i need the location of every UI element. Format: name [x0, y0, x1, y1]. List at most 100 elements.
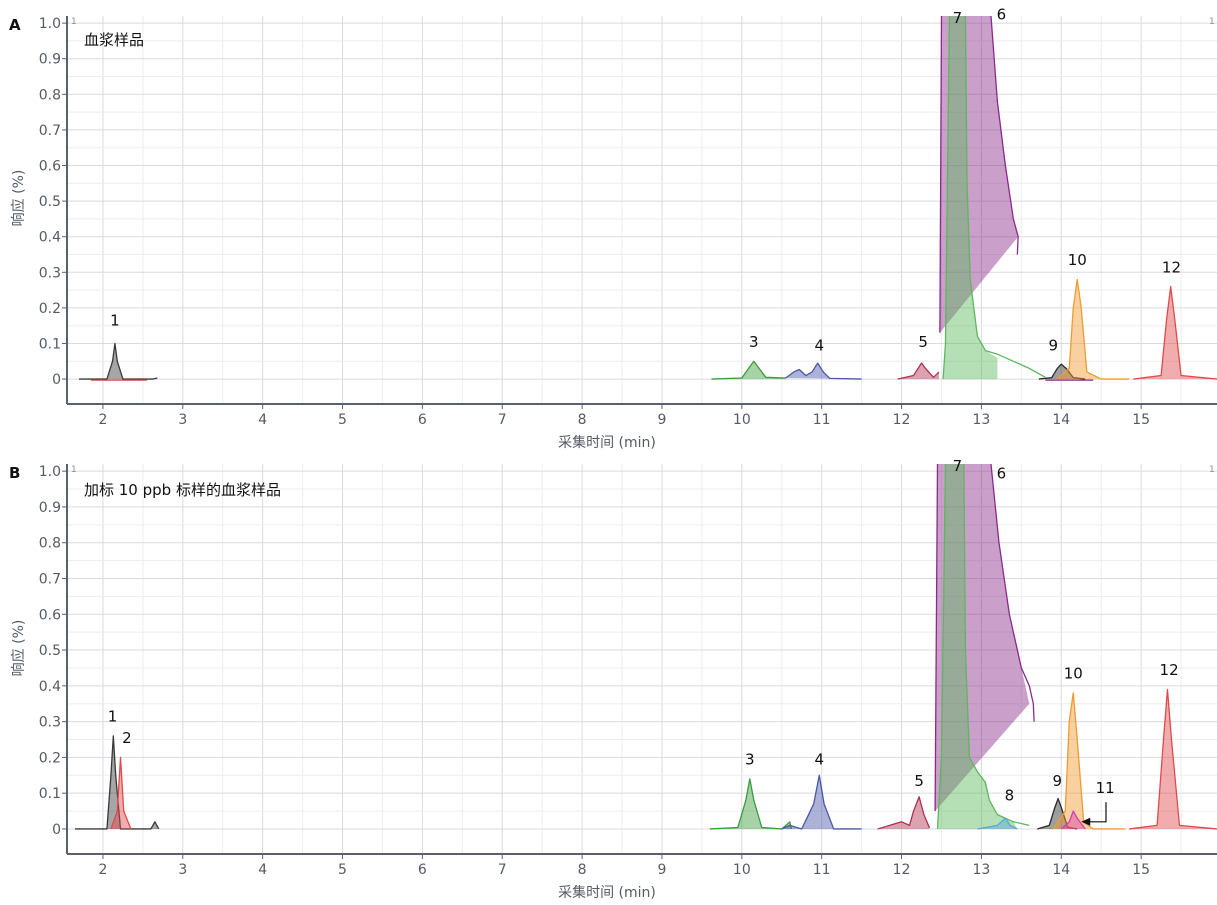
peak-label: 10 — [1068, 251, 1087, 269]
y-tick-label: 0.7 — [39, 123, 61, 139]
peak-fill-7 — [977, 818, 1018, 829]
x-tick-label: 4 — [258, 412, 267, 428]
panel-letter: B — [9, 464, 20, 482]
x-tick-label: 7 — [498, 862, 507, 878]
x-tick-label: 11 — [813, 862, 831, 878]
y-tick-label: 0 — [52, 372, 61, 388]
series-line-3-0 — [785, 362, 862, 380]
x-tick-label: 13 — [972, 412, 990, 428]
peak-label: 11 — [1096, 779, 1115, 797]
peak-fill-0 — [78, 343, 158, 380]
peak-fill-6 — [943, 16, 998, 380]
x-tick-label: 9 — [658, 862, 667, 878]
y-axis-title: 响应 (%) — [10, 170, 27, 227]
peak-fill-5 — [939, 16, 1019, 333]
peak-fill-10 — [1133, 286, 1217, 380]
peak-label: 6 — [997, 6, 1007, 24]
peak-label: 9 — [1053, 772, 1063, 790]
series-line-10-0 — [1060, 810, 1086, 830]
x-tick-label: 3 — [178, 862, 187, 878]
peak-label: 12 — [1162, 258, 1181, 276]
series-line-6-1 — [963, 463, 1030, 827]
peak-label: 3 — [745, 751, 755, 769]
x-tick-label: 11 — [813, 412, 831, 428]
series-line-4-0 — [877, 796, 931, 830]
peak-fill-2 — [711, 361, 786, 380]
y-tick-label: 0.2 — [39, 750, 61, 766]
peak-label: 2 — [122, 729, 132, 747]
peak-label: 9 — [1049, 337, 1059, 355]
x-tick-label: 15 — [1132, 412, 1150, 428]
panel-letter: A — [9, 16, 21, 34]
series-line-7-0 — [977, 817, 1018, 830]
y-tick-label: 1.0 — [39, 16, 61, 32]
series-line-8-0 — [1037, 797, 1078, 830]
peak-label: 3 — [749, 333, 759, 351]
x-tick-label: 2 — [98, 862, 107, 878]
y-tick-label: 0.2 — [39, 301, 61, 317]
x-tick-label: 8 — [578, 412, 587, 428]
peak-fill-4 — [897, 363, 940, 380]
y-tick-label: 0.6 — [39, 607, 61, 623]
peak-fill-10 — [1061, 811, 1086, 829]
y-tick-label: 0 — [52, 822, 61, 838]
y-tick-label: 0.9 — [39, 52, 61, 68]
peak-fill-6 — [937, 464, 1018, 829]
series-line-1-0 — [110, 756, 132, 830]
peak-label: 12 — [1160, 661, 1179, 679]
y-tick-label: 0.3 — [39, 715, 61, 731]
x-tick-label: 2 — [98, 412, 107, 428]
peak-label: 6 — [997, 464, 1007, 482]
y-tick-label: 0.4 — [39, 679, 61, 695]
series-line-5-0 — [934, 463, 939, 812]
peak-fill-5 — [935, 464, 1030, 812]
peak-label: 7 — [953, 457, 963, 475]
x-tick-label: 7 — [498, 412, 507, 428]
x-tick-label: 14 — [1052, 412, 1070, 428]
series-line-8-0 — [1056, 278, 1130, 380]
series-line-10-0 — [1133, 285, 1217, 380]
panel-title: 血浆样品 — [84, 31, 144, 49]
peak-label: 4 — [815, 337, 825, 355]
peak-fill-4 — [877, 796, 930, 829]
peak-label: 5 — [918, 333, 928, 351]
peak-label: 1 — [108, 708, 118, 726]
series-line-6-0 — [936, 463, 947, 829]
peak-fill-9 — [1053, 692, 1126, 829]
y-tick-label: 0.4 — [39, 230, 61, 246]
series-line-4-0 — [897, 362, 940, 380]
x-tick-label: 4 — [258, 862, 267, 878]
trace-group — [74, 463, 1217, 830]
peak-label: 10 — [1064, 665, 1083, 683]
series-line-11-0 — [1129, 688, 1217, 830]
x-tick-label: 15 — [1132, 862, 1150, 878]
chromatogram-panel-b: 0 0.1 0.2 0.3 0.4 0.5 0.6 0.7 0.8 0.9 1.0 2 3 4 5 6 7 8 9 1… — [9, 457, 1217, 901]
series-line-6-1 — [964, 15, 1046, 378]
corner-mark-left: 1 — [71, 465, 77, 475]
peak-fill-8 — [1057, 279, 1130, 380]
series-line-9-0 — [1052, 692, 1126, 830]
x-tick-label: 6 — [418, 862, 427, 878]
x-tick-label: 13 — [972, 862, 990, 878]
series-line-2-0 — [709, 778, 792, 830]
peak-fill-1 — [110, 757, 131, 829]
peak-11-arrow-line — [1089, 802, 1107, 823]
peak-label: 4 — [815, 751, 825, 769]
peak-fill-8 — [1037, 798, 1078, 829]
y-tick-label: 1.0 — [39, 464, 61, 480]
x-tick-label: 10 — [733, 412, 751, 428]
x-axis-title: 采集时间 (min) — [558, 884, 656, 901]
x-tick-label: 5 — [338, 862, 347, 878]
x-tick-label: 12 — [893, 412, 911, 428]
y-tick-label: 0.5 — [39, 643, 61, 659]
y-tick-label: 0.3 — [39, 265, 61, 281]
x-tick-label: 14 — [1052, 862, 1070, 878]
y-tick-label: 0.1 — [39, 336, 61, 352]
chromatogram-panel-a: 0 0.1 0.2 0.3 0.4 0.5 0.6 0.7 0.8 0.9 1.0 2 3 4 5 6 7 8 9 1… — [9, 6, 1217, 451]
x-tick-label: 3 — [178, 412, 187, 428]
trace-group — [78, 15, 1217, 381]
x-axis-title: 采集时间 (min) — [558, 434, 656, 451]
corner-mark-right: 1 — [1209, 465, 1215, 475]
y-tick-label: 0.7 — [39, 571, 61, 587]
